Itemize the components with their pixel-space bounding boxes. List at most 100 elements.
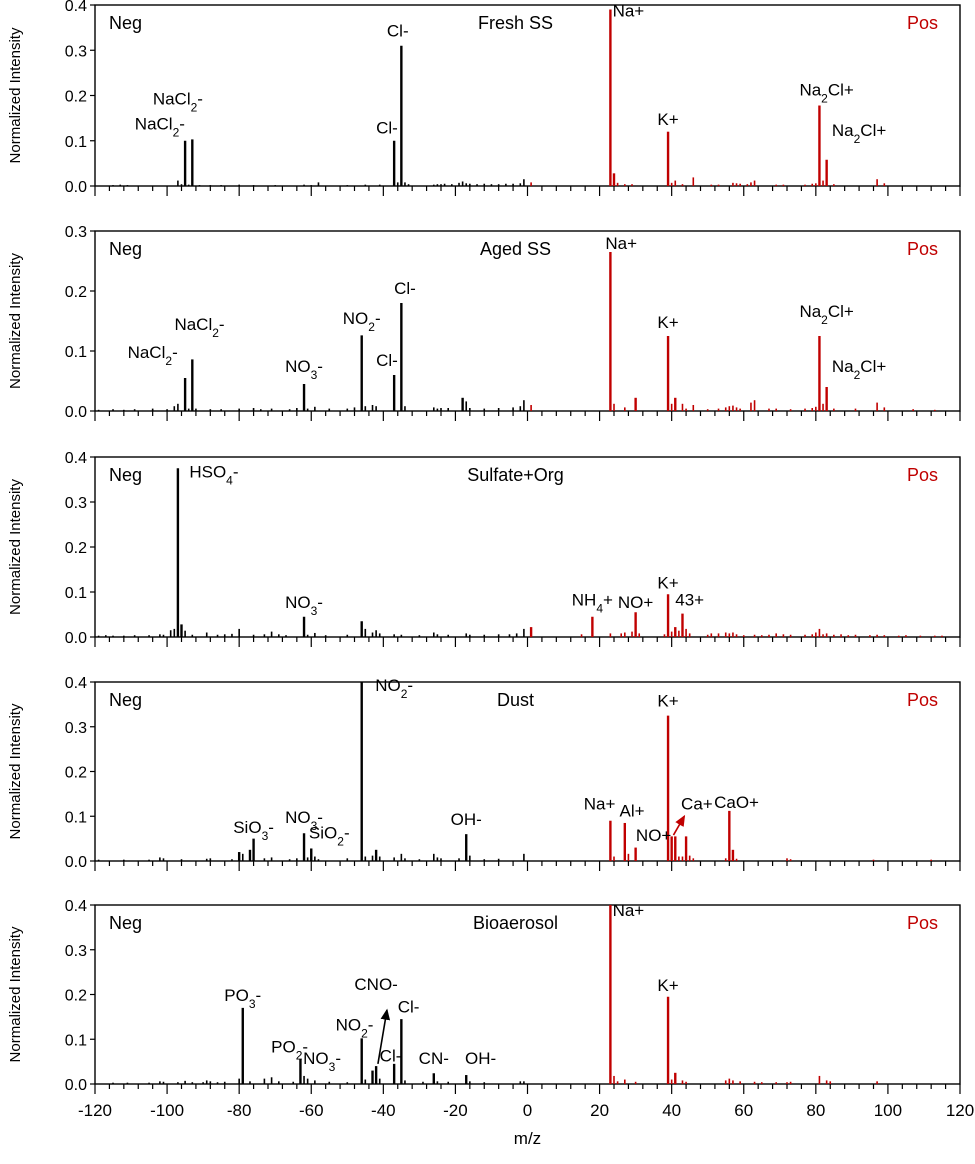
y-tick-label: 0.1 bbox=[65, 585, 87, 602]
peak-label-suffix: - bbox=[172, 343, 178, 362]
y-tick-label: 0.3 bbox=[65, 224, 87, 241]
peak-label-subscript: 2 bbox=[296, 1049, 303, 1063]
y-tick-label: 0.4 bbox=[65, 450, 87, 467]
neg-mode-label: Neg bbox=[109, 239, 142, 259]
x-axis-title: m/z bbox=[514, 1129, 541, 1148]
x-tick-label: 100 bbox=[874, 1101, 902, 1120]
peak-label-suffix: - bbox=[179, 114, 185, 133]
peak-label: Na+ bbox=[613, 901, 645, 920]
peak-label: Na+ bbox=[613, 1, 645, 20]
x-tick-label: -80 bbox=[227, 1101, 252, 1120]
x-tick-label: 80 bbox=[806, 1101, 825, 1120]
peak-label-text: Cl- bbox=[387, 22, 409, 41]
y-tick-label: 0.4 bbox=[65, 675, 87, 692]
peak-label-subscript: 2 bbox=[191, 101, 198, 115]
peak-label-text: PO bbox=[224, 986, 249, 1005]
peak-label-text: Na+ bbox=[584, 795, 616, 814]
peak-label: NH4+ bbox=[572, 591, 613, 616]
peak-label: NO3- bbox=[303, 1049, 341, 1074]
peak-label-text: Na bbox=[799, 302, 821, 321]
peak-label: Cl- bbox=[387, 22, 409, 41]
peak-label-subscript: 4 bbox=[596, 602, 603, 616]
peak-label-text: Na+ bbox=[613, 1, 645, 20]
peak-label-text: NO bbox=[336, 1015, 362, 1034]
peak-label: CN- bbox=[419, 1049, 449, 1068]
x-tick-label: -120 bbox=[78, 1101, 112, 1120]
neg-mode-label: Neg bbox=[109, 13, 142, 33]
peak-label-text: Cl- bbox=[394, 279, 416, 298]
peak-label-text: Na bbox=[832, 121, 854, 140]
peak-label-text: CN- bbox=[419, 1049, 449, 1068]
peak-label-text: Cl- bbox=[398, 997, 420, 1016]
y-tick-label: 0.4 bbox=[65, 898, 87, 915]
y-tick-label: 0.2 bbox=[65, 988, 87, 1005]
peak-label: NO3- bbox=[285, 808, 323, 833]
peak-label-text: NaCl bbox=[128, 343, 166, 362]
peak-label: Cl- bbox=[376, 351, 398, 370]
peak-label-subscript: 2 bbox=[212, 326, 219, 340]
peak-label-subscript: 3 bbox=[329, 1060, 336, 1074]
peak-label: NO2- bbox=[336, 1015, 374, 1040]
x-tick-label: -100 bbox=[150, 1101, 184, 1120]
peak-label: K+ bbox=[657, 313, 678, 332]
peak-label-subscript: 2 bbox=[821, 92, 828, 106]
peak-label: NO+ bbox=[636, 826, 672, 845]
peak-label-subscript: 3 bbox=[311, 604, 318, 618]
peak-label: Cl- bbox=[380, 1047, 402, 1066]
peak-label: PO2- bbox=[271, 1038, 308, 1063]
neg-mode-label: Neg bbox=[109, 913, 142, 933]
peak-label-text: SiO bbox=[309, 824, 337, 843]
peak-label-text: K+ bbox=[657, 110, 678, 129]
peak-label: NO3- bbox=[285, 357, 323, 382]
peak-label-suffix: + bbox=[603, 591, 613, 610]
peak-label: Cl- bbox=[398, 997, 420, 1016]
y-tick-label: 0.3 bbox=[65, 43, 87, 60]
y-tick-label: 0.2 bbox=[65, 540, 87, 557]
peak-label: K+ bbox=[657, 692, 678, 711]
peak-label-text: NO bbox=[375, 676, 401, 695]
peak-label: Ca+ bbox=[681, 795, 713, 814]
peak-label-suffix: - bbox=[368, 1015, 374, 1034]
peak-label-subscript: 4 bbox=[226, 473, 233, 487]
peak-label: Cl- bbox=[376, 119, 398, 138]
peak-label: PO3- bbox=[224, 986, 261, 1011]
x-tick-label: 40 bbox=[662, 1101, 681, 1120]
y-tick-label: 0.3 bbox=[65, 943, 87, 960]
y-tick-label: 0.0 bbox=[65, 630, 87, 647]
y-tick-label: 0.0 bbox=[65, 854, 87, 871]
pos-mode-label: Pos bbox=[907, 690, 938, 710]
peak-label-text: NaCl bbox=[135, 114, 173, 133]
peak-label-suffix: Cl+ bbox=[828, 302, 854, 321]
peak-label-subscript: 3 bbox=[311, 368, 318, 382]
peak-label: Na2Cl+ bbox=[799, 81, 853, 106]
peak-label: NaCl2- bbox=[174, 315, 224, 340]
peak-label: OH- bbox=[451, 810, 482, 829]
y-tick-label: 0.4 bbox=[65, 0, 87, 15]
peak-label-text: NO bbox=[285, 357, 311, 376]
pos-mode-label: Pos bbox=[907, 465, 938, 485]
peak-label-text: NO+ bbox=[618, 593, 654, 612]
peak-label: Cl- bbox=[394, 279, 416, 298]
pos-mode-label: Pos bbox=[907, 913, 938, 933]
y-axis-title: Normalized Intensity bbox=[7, 926, 24, 1062]
pos-mode-label: Pos bbox=[907, 13, 938, 33]
peak-label-subscript: 2 bbox=[821, 313, 828, 327]
peak-label: HSO4- bbox=[189, 462, 238, 487]
peak-label: K+ bbox=[657, 573, 678, 592]
peak-label-text: Na bbox=[832, 357, 854, 376]
y-tick-label: 0.1 bbox=[65, 344, 87, 361]
peak-label-text: NO bbox=[285, 593, 311, 612]
peak-label-subscript: 2 bbox=[401, 687, 408, 701]
peak-label: Na+ bbox=[605, 234, 637, 253]
peak-label-text: NO bbox=[285, 808, 311, 827]
peak-label-suffix: - bbox=[317, 593, 323, 612]
panel-title: Bioaerosol bbox=[473, 913, 558, 933]
peak-label-text: CaO+ bbox=[714, 793, 759, 812]
peak-label: 43+ bbox=[675, 591, 704, 610]
peak-label-text: Ca+ bbox=[681, 795, 713, 814]
annotation-arrow bbox=[377, 1008, 391, 1064]
peak-label-subscript: 3 bbox=[311, 819, 318, 833]
neg-mode-label: Neg bbox=[109, 690, 142, 710]
peak-label-suffix: - bbox=[317, 357, 323, 376]
